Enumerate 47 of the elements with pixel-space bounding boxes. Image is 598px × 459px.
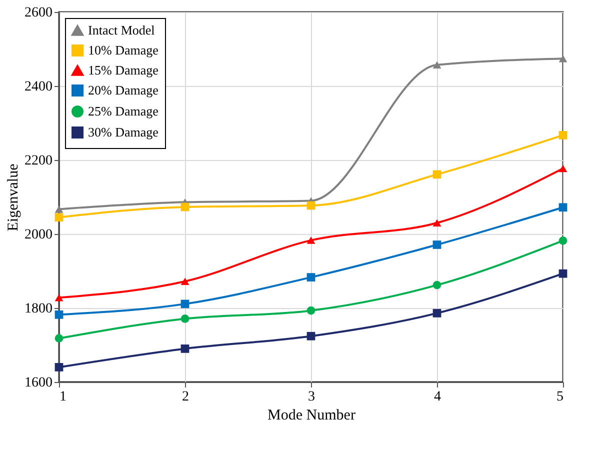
x-tick-label: 3	[308, 390, 315, 404]
point	[306, 236, 316, 244]
x-tick-label: 4	[434, 390, 441, 404]
legend-label: Intact Model	[88, 22, 156, 38]
point	[54, 213, 64, 222]
y-tick-label: 1600	[24, 376, 52, 390]
legend-label: 20% Damage	[88, 82, 159, 98]
x-tick-label: 1	[60, 390, 66, 404]
point	[180, 314, 190, 323]
point	[180, 300, 190, 308]
y-tick-label: 2200	[24, 154, 52, 168]
point	[180, 278, 190, 285]
point	[54, 294, 64, 302]
point	[54, 363, 64, 372]
point	[432, 280, 442, 290]
point	[54, 334, 64, 343]
y-tick-label: 1800	[24, 302, 52, 316]
y-tick-label: 2000	[24, 228, 52, 242]
point	[432, 308, 442, 318]
point	[432, 61, 442, 69]
legend-label: 15% Damage	[88, 62, 159, 78]
point	[558, 203, 568, 212]
point	[558, 131, 568, 140]
point	[558, 269, 568, 278]
point	[306, 201, 316, 210]
point	[306, 273, 316, 282]
point	[54, 310, 64, 319]
point	[432, 240, 442, 249]
legend-label: 10% Damage	[88, 42, 159, 58]
x-axis-title: Mode Number	[268, 408, 356, 424]
point	[180, 202, 190, 212]
x-tick-label: 2	[182, 390, 189, 404]
point	[432, 170, 442, 179]
point	[558, 164, 568, 172]
point	[180, 344, 190, 353]
point	[306, 332, 316, 340]
point	[558, 54, 568, 62]
y-axis-title: Eigenvalue	[6, 163, 22, 232]
y-tick-label: 2400	[24, 80, 52, 94]
point	[432, 219, 442, 227]
point	[306, 306, 316, 315]
point	[54, 206, 64, 213]
legend-label: 25% Damage	[88, 104, 159, 118]
y-tick-label: 2600	[24, 6, 52, 20]
point	[558, 236, 568, 245]
x-tick-label: 5	[556, 390, 564, 404]
legend-label: 30% Damage	[88, 124, 159, 140]
